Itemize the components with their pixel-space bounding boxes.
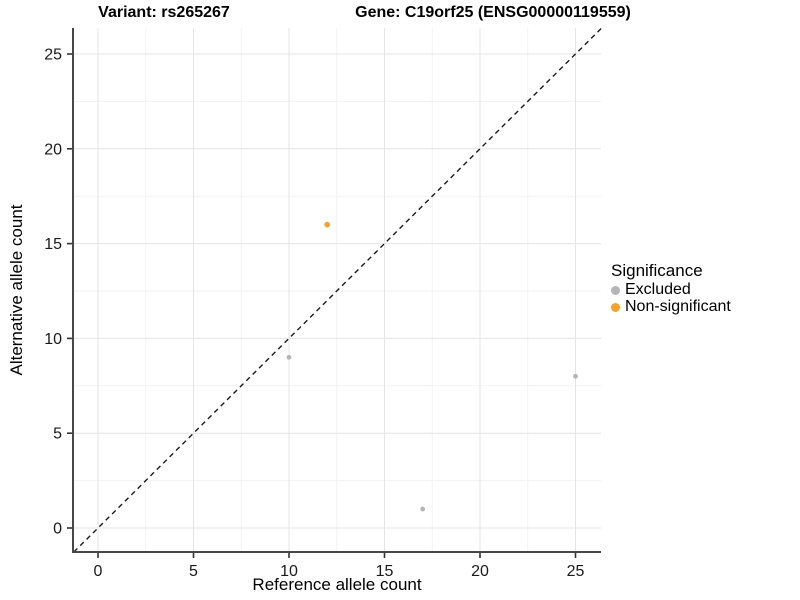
identity-line	[73, 27, 603, 553]
y-tick-label: 15	[44, 236, 62, 253]
x-axis-title: Reference allele count	[252, 575, 422, 594]
legend-items: Excluded Non-significant	[611, 282, 731, 315]
y-tick-label: 5	[53, 426, 62, 443]
legend-item-excluded: Excluded	[611, 282, 731, 298]
data-point-excluded	[286, 354, 292, 360]
y-tick-label: 10	[44, 331, 62, 348]
legend: Significance Excluded Non-significant	[611, 261, 731, 316]
gene-title: Gene: C19orf25 (ENSG00000119559)	[355, 4, 631, 21]
data-point-non-significant	[324, 221, 331, 228]
x-tick-label: 5	[189, 563, 198, 580]
y-axis-title: Alternative allele count	[7, 204, 26, 376]
x-tick-label: 10	[280, 563, 298, 580]
data-point-excluded	[420, 506, 426, 512]
variant-title: Variant: rs265267	[98, 4, 230, 21]
x-tick-label: 15	[376, 563, 394, 580]
legend-title: Significance	[611, 261, 703, 280]
y-tick-label: 0	[53, 521, 62, 538]
x-tick-label: 20	[471, 563, 489, 580]
legend-dot-icon	[611, 285, 620, 295]
legend-dot-icon	[611, 302, 620, 312]
legend-item-non-significant: Non-significant	[611, 299, 731, 315]
y-tick-label: 25	[44, 47, 62, 64]
x-tick-label: 0	[94, 563, 103, 580]
data-point-excluded	[573, 373, 578, 379]
legend-item-label: Non-significant	[625, 298, 731, 315]
x-tick-label: 25	[567, 563, 585, 580]
legend-item-label: Excluded	[625, 281, 691, 298]
y-tick-label: 20	[44, 141, 62, 158]
